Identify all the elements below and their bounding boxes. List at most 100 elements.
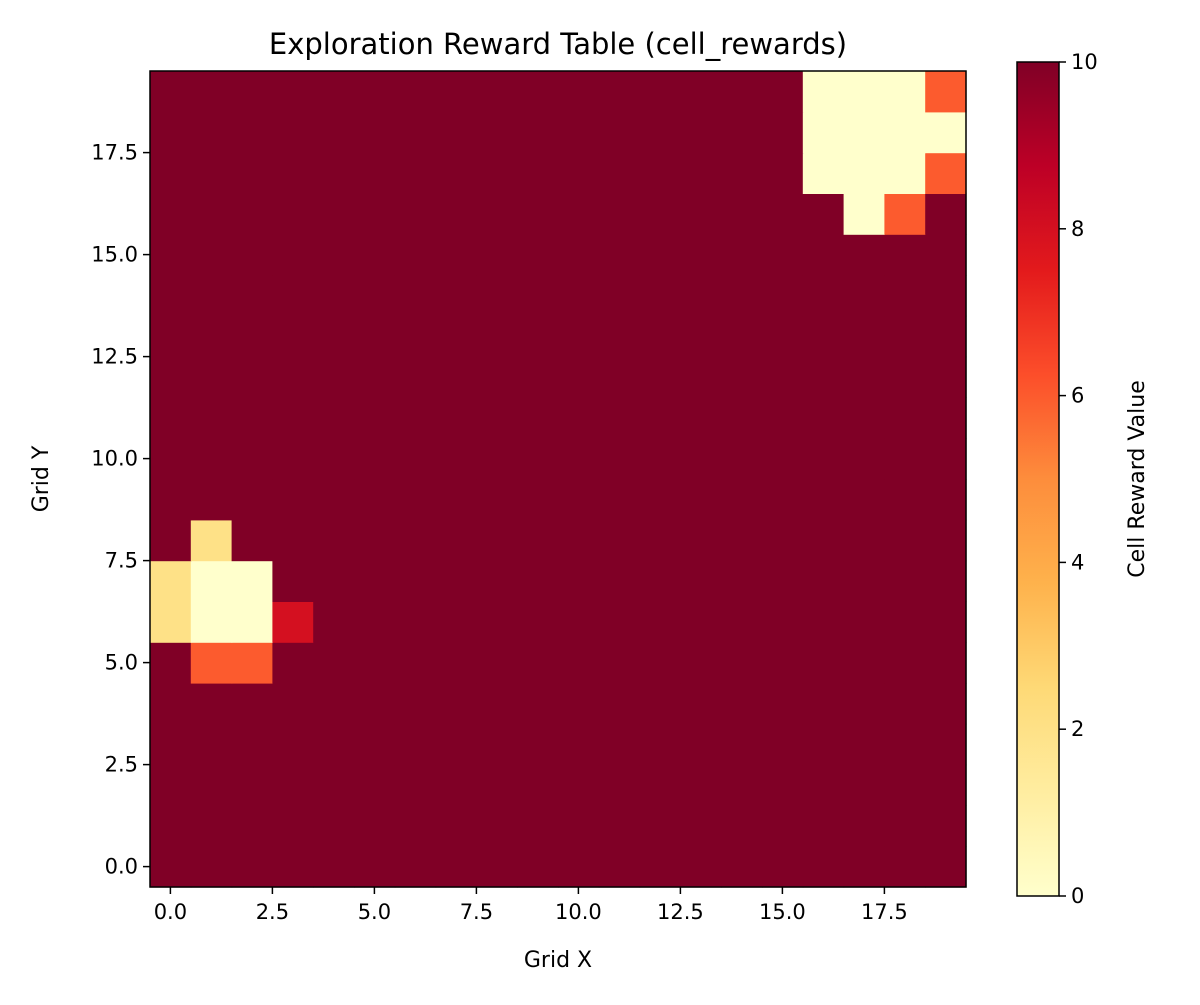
heatmap-cell: [843, 560, 885, 602]
y-tick-label: 2.5: [105, 753, 138, 777]
heatmap-cell: [925, 560, 967, 602]
heatmap-cell: [272, 846, 314, 888]
heatmap-cell: [231, 234, 273, 276]
heatmap-cell: [394, 234, 437, 276]
heatmap-cell: [558, 234, 600, 276]
heatmap-cell: [558, 275, 600, 317]
heatmap-cell: [721, 519, 763, 562]
heatmap-cell: [435, 397, 477, 439]
heatmap-cell: [762, 315, 804, 358]
heatmap-cell: [925, 805, 967, 847]
heatmap-cell: [190, 642, 233, 684]
heatmap-cell: [354, 519, 396, 562]
heatmap-cell: [884, 560, 926, 602]
heatmap-cell: [476, 152, 518, 194]
heatmap-cell: [517, 642, 559, 684]
heatmap-cell: [843, 315, 885, 358]
heatmap-cell: [558, 601, 600, 643]
heatmap-cell: [150, 152, 192, 194]
heatmap-cell: [680, 764, 722, 806]
heatmap-cell: [517, 315, 559, 358]
heatmap-cell: [843, 193, 885, 235]
heatmap-cell: [435, 805, 477, 847]
heatmap-cells: [150, 71, 967, 888]
heatmap-cell: [150, 805, 192, 847]
heatmap-cell: [272, 438, 314, 480]
heatmap-cell: [680, 642, 722, 684]
heatmap-cell: [925, 479, 967, 521]
heatmap-cell: [884, 601, 926, 643]
heatmap-cell: [476, 764, 518, 806]
heatmap-cell: [394, 683, 437, 725]
heatmap-cell: [313, 315, 355, 358]
heatmap-cell: [517, 764, 559, 806]
heatmap-cell: [598, 519, 641, 562]
heatmap-cell: [762, 356, 804, 398]
heatmap-cell: [354, 315, 396, 358]
heatmap-cell: [231, 356, 273, 398]
heatmap-cell: [231, 397, 273, 439]
heatmap-cell: [558, 805, 600, 847]
heatmap-cell: [598, 315, 641, 358]
heatmap-cell: [435, 642, 477, 684]
heatmap-cell: [435, 438, 477, 480]
heatmap-cell: [802, 805, 845, 847]
heatmap-cell: [272, 397, 314, 439]
heatmap-cell: [150, 234, 192, 276]
heatmap-cell: [925, 846, 967, 888]
heatmap-cell: [598, 193, 641, 235]
heatmap-cell: [517, 193, 559, 235]
heatmap-cell: [884, 805, 926, 847]
heatmap-cell: [272, 805, 314, 847]
heatmap-cell: [598, 479, 641, 521]
heatmap-cell: [354, 152, 396, 194]
heatmap-cell: [150, 642, 192, 684]
heatmap-cell: [925, 315, 967, 358]
heatmap-cell: [680, 315, 722, 358]
heatmap-cell: [150, 479, 192, 521]
heatmap-cell: [354, 397, 396, 439]
heatmap-cell: [150, 315, 192, 358]
heatmap-cell: [884, 356, 926, 398]
heatmap-cell: [231, 438, 273, 480]
heatmap-cell: [435, 519, 477, 562]
heatmap-cell: [639, 275, 681, 317]
heatmap-cell: [476, 234, 518, 276]
heatmap-cell: [517, 152, 559, 194]
heatmap-cell: [394, 764, 437, 806]
heatmap-cell: [476, 397, 518, 439]
heatmap-cell: [598, 275, 641, 317]
heatmap-cell: [517, 601, 559, 643]
heatmap-cell: [843, 683, 885, 725]
heatmap-cell: [354, 479, 396, 521]
heatmap-cell: [190, 519, 233, 562]
heatmap-cell: [639, 152, 681, 194]
heatmap-cell: [802, 723, 845, 766]
heatmap-cell: [272, 601, 314, 643]
heatmap-cell: [843, 152, 885, 194]
heatmap-cell: [680, 560, 722, 602]
heatmap-cell: [190, 234, 233, 276]
heatmap-cell: [680, 356, 722, 398]
heatmap-cell: [721, 683, 763, 725]
heatmap-cell: [190, 356, 233, 398]
heatmap-cell: [925, 71, 967, 113]
heatmap-cell: [190, 846, 233, 888]
heatmap-cell: [721, 479, 763, 521]
heatmap-cell: [598, 111, 641, 154]
heatmap-cell: [150, 560, 192, 602]
heatmap-cell: [313, 764, 355, 806]
heatmap-cell: [272, 111, 314, 154]
heatmap-cell: [802, 111, 845, 154]
heatmap-cell: [721, 152, 763, 194]
heatmap-cell: [476, 193, 518, 235]
heatmap-cell: [435, 152, 477, 194]
heatmap-cell: [313, 193, 355, 235]
heatmap-cell: [843, 764, 885, 806]
heatmap-cell: [639, 111, 681, 154]
x-tick-label: 0.0: [154, 900, 187, 924]
heatmap-cell: [476, 846, 518, 888]
heatmap-cell: [435, 234, 477, 276]
heatmap-cell: [435, 479, 477, 521]
